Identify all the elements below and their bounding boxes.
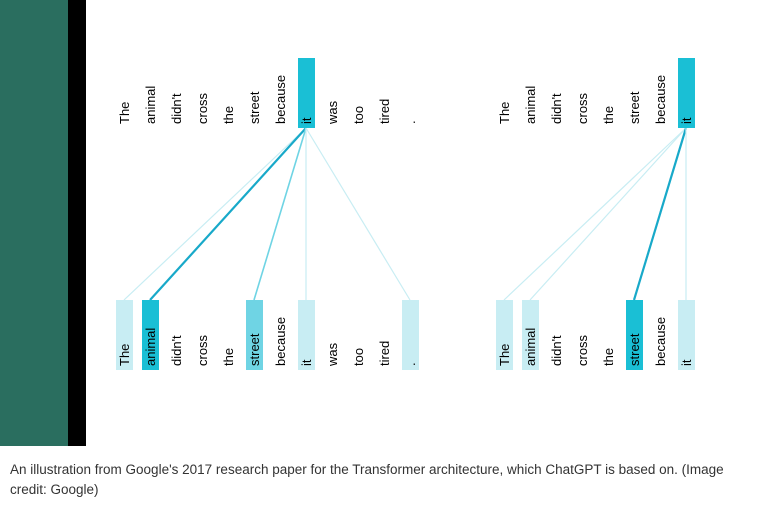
word-token: street	[246, 300, 263, 370]
word-token: because	[272, 58, 289, 128]
diagram-canvas: Theanimaldidn'tcrossthestreetbecauseitwa…	[86, 0, 766, 446]
word-token: didn't	[168, 58, 185, 128]
attention-line	[150, 128, 306, 300]
word-token: didn't	[168, 300, 185, 370]
word-token: .	[402, 300, 419, 370]
word-token: the	[600, 58, 617, 128]
word-token: it	[678, 300, 695, 370]
word-token: cross	[574, 58, 591, 128]
word-token: didn't	[548, 58, 565, 128]
sidebar-black-stripe	[68, 0, 86, 446]
word-token: it	[298, 58, 315, 128]
word-token: The	[116, 300, 133, 370]
word-token: because	[272, 300, 289, 370]
word-token: street	[626, 58, 643, 128]
word-token: tired	[376, 300, 393, 370]
word-token: the	[220, 58, 237, 128]
word-token: it	[678, 58, 695, 128]
word-token: street	[626, 300, 643, 370]
attention-line	[530, 128, 686, 300]
left-sidebar	[0, 0, 86, 446]
word-token: too	[350, 300, 367, 370]
word-token: was	[324, 300, 341, 370]
word-token: didn't	[548, 300, 565, 370]
sidebar-teal-stripe	[0, 0, 68, 446]
word-token: the	[220, 300, 237, 370]
attention-line	[124, 128, 306, 300]
word-token: the	[600, 300, 617, 370]
word-token: The	[496, 300, 513, 370]
word-token: animal	[142, 58, 159, 128]
attention-line	[254, 128, 306, 300]
word-token: street	[246, 58, 263, 128]
word-token: tired	[376, 58, 393, 128]
word-token: .	[402, 58, 419, 128]
attention-line	[634, 128, 686, 300]
attention-line	[504, 128, 686, 300]
word-token: because	[652, 58, 669, 128]
word-token: The	[116, 58, 133, 128]
word-token: was	[324, 58, 341, 128]
word-token: cross	[574, 300, 591, 370]
word-token: too	[350, 58, 367, 128]
word-token: because	[652, 300, 669, 370]
figure-caption: An illustration from Google's 2017 resea…	[0, 446, 740, 499]
word-token: cross	[194, 300, 211, 370]
word-token: it	[298, 300, 315, 370]
word-token: animal	[522, 300, 539, 370]
word-token: cross	[194, 58, 211, 128]
figure-frame: Theanimaldidn'tcrossthestreetbecauseitwa…	[0, 0, 766, 446]
attention-line	[306, 128, 410, 300]
word-token: The	[496, 58, 513, 128]
word-token: animal	[522, 58, 539, 128]
word-token: animal	[142, 300, 159, 370]
